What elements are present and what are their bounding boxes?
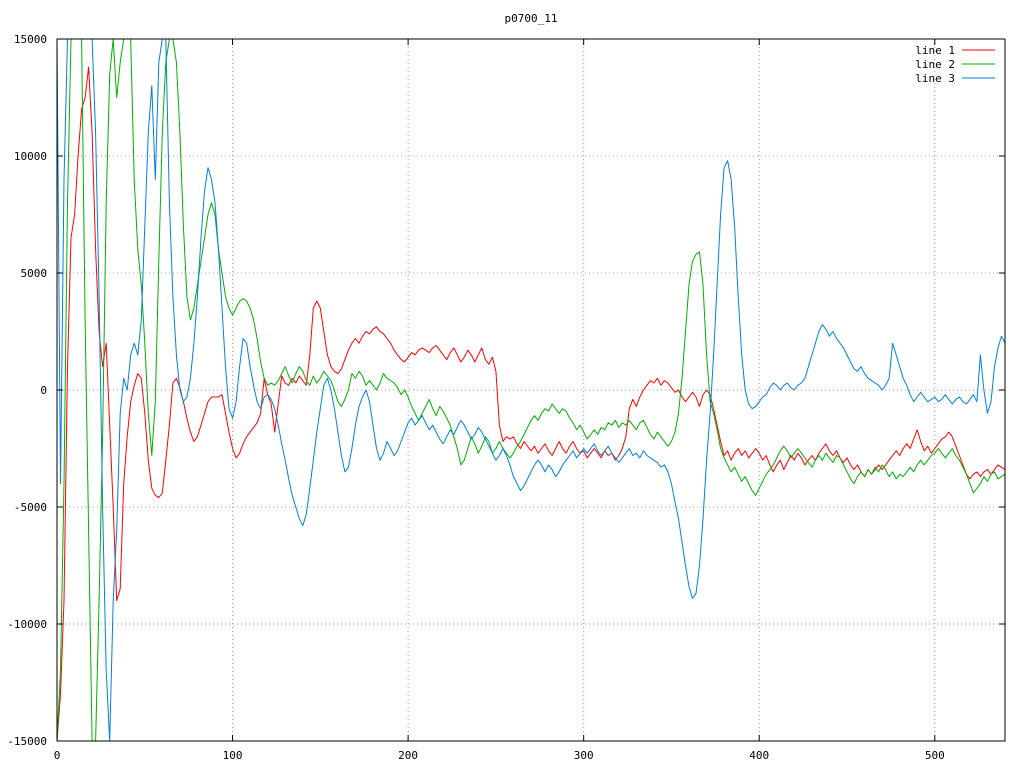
chart-title: p0700_11 (505, 12, 558, 25)
x-tick-label: 400 (749, 749, 769, 762)
y-tick-label: -10000 (7, 618, 47, 631)
y-tick-label: 0 (40, 384, 47, 397)
legend-label-2: line 2 (915, 58, 955, 71)
axis-ticks: 0 100 200 300 400 500 -15000 -10000 -5000 0 5000 10… (7, 33, 1005, 762)
x-tick-label: 500 (925, 749, 945, 762)
grid (57, 39, 1005, 741)
x-tick-label: 200 (398, 749, 418, 762)
series-group (57, 39, 1005, 741)
series-line-2 (57, 39, 1005, 741)
x-tick-label: 300 (574, 749, 594, 762)
series-line-1 (57, 66, 1005, 741)
y-tick-label: -5000 (14, 501, 47, 514)
plot-frame (56, 38, 1006, 742)
legend-label-3: line 3 (915, 72, 955, 85)
y-tick-label: 15000 (14, 33, 47, 46)
y-tick-label: 5000 (21, 267, 48, 280)
x-tick-label: 100 (223, 749, 243, 762)
y-tick-label: 10000 (14, 150, 47, 163)
series-line-3 (57, 39, 1005, 741)
legend-label-1: line 1 (915, 44, 955, 57)
y-tick-label: -15000 (7, 735, 47, 748)
x-tick-label: 0 (54, 749, 61, 762)
